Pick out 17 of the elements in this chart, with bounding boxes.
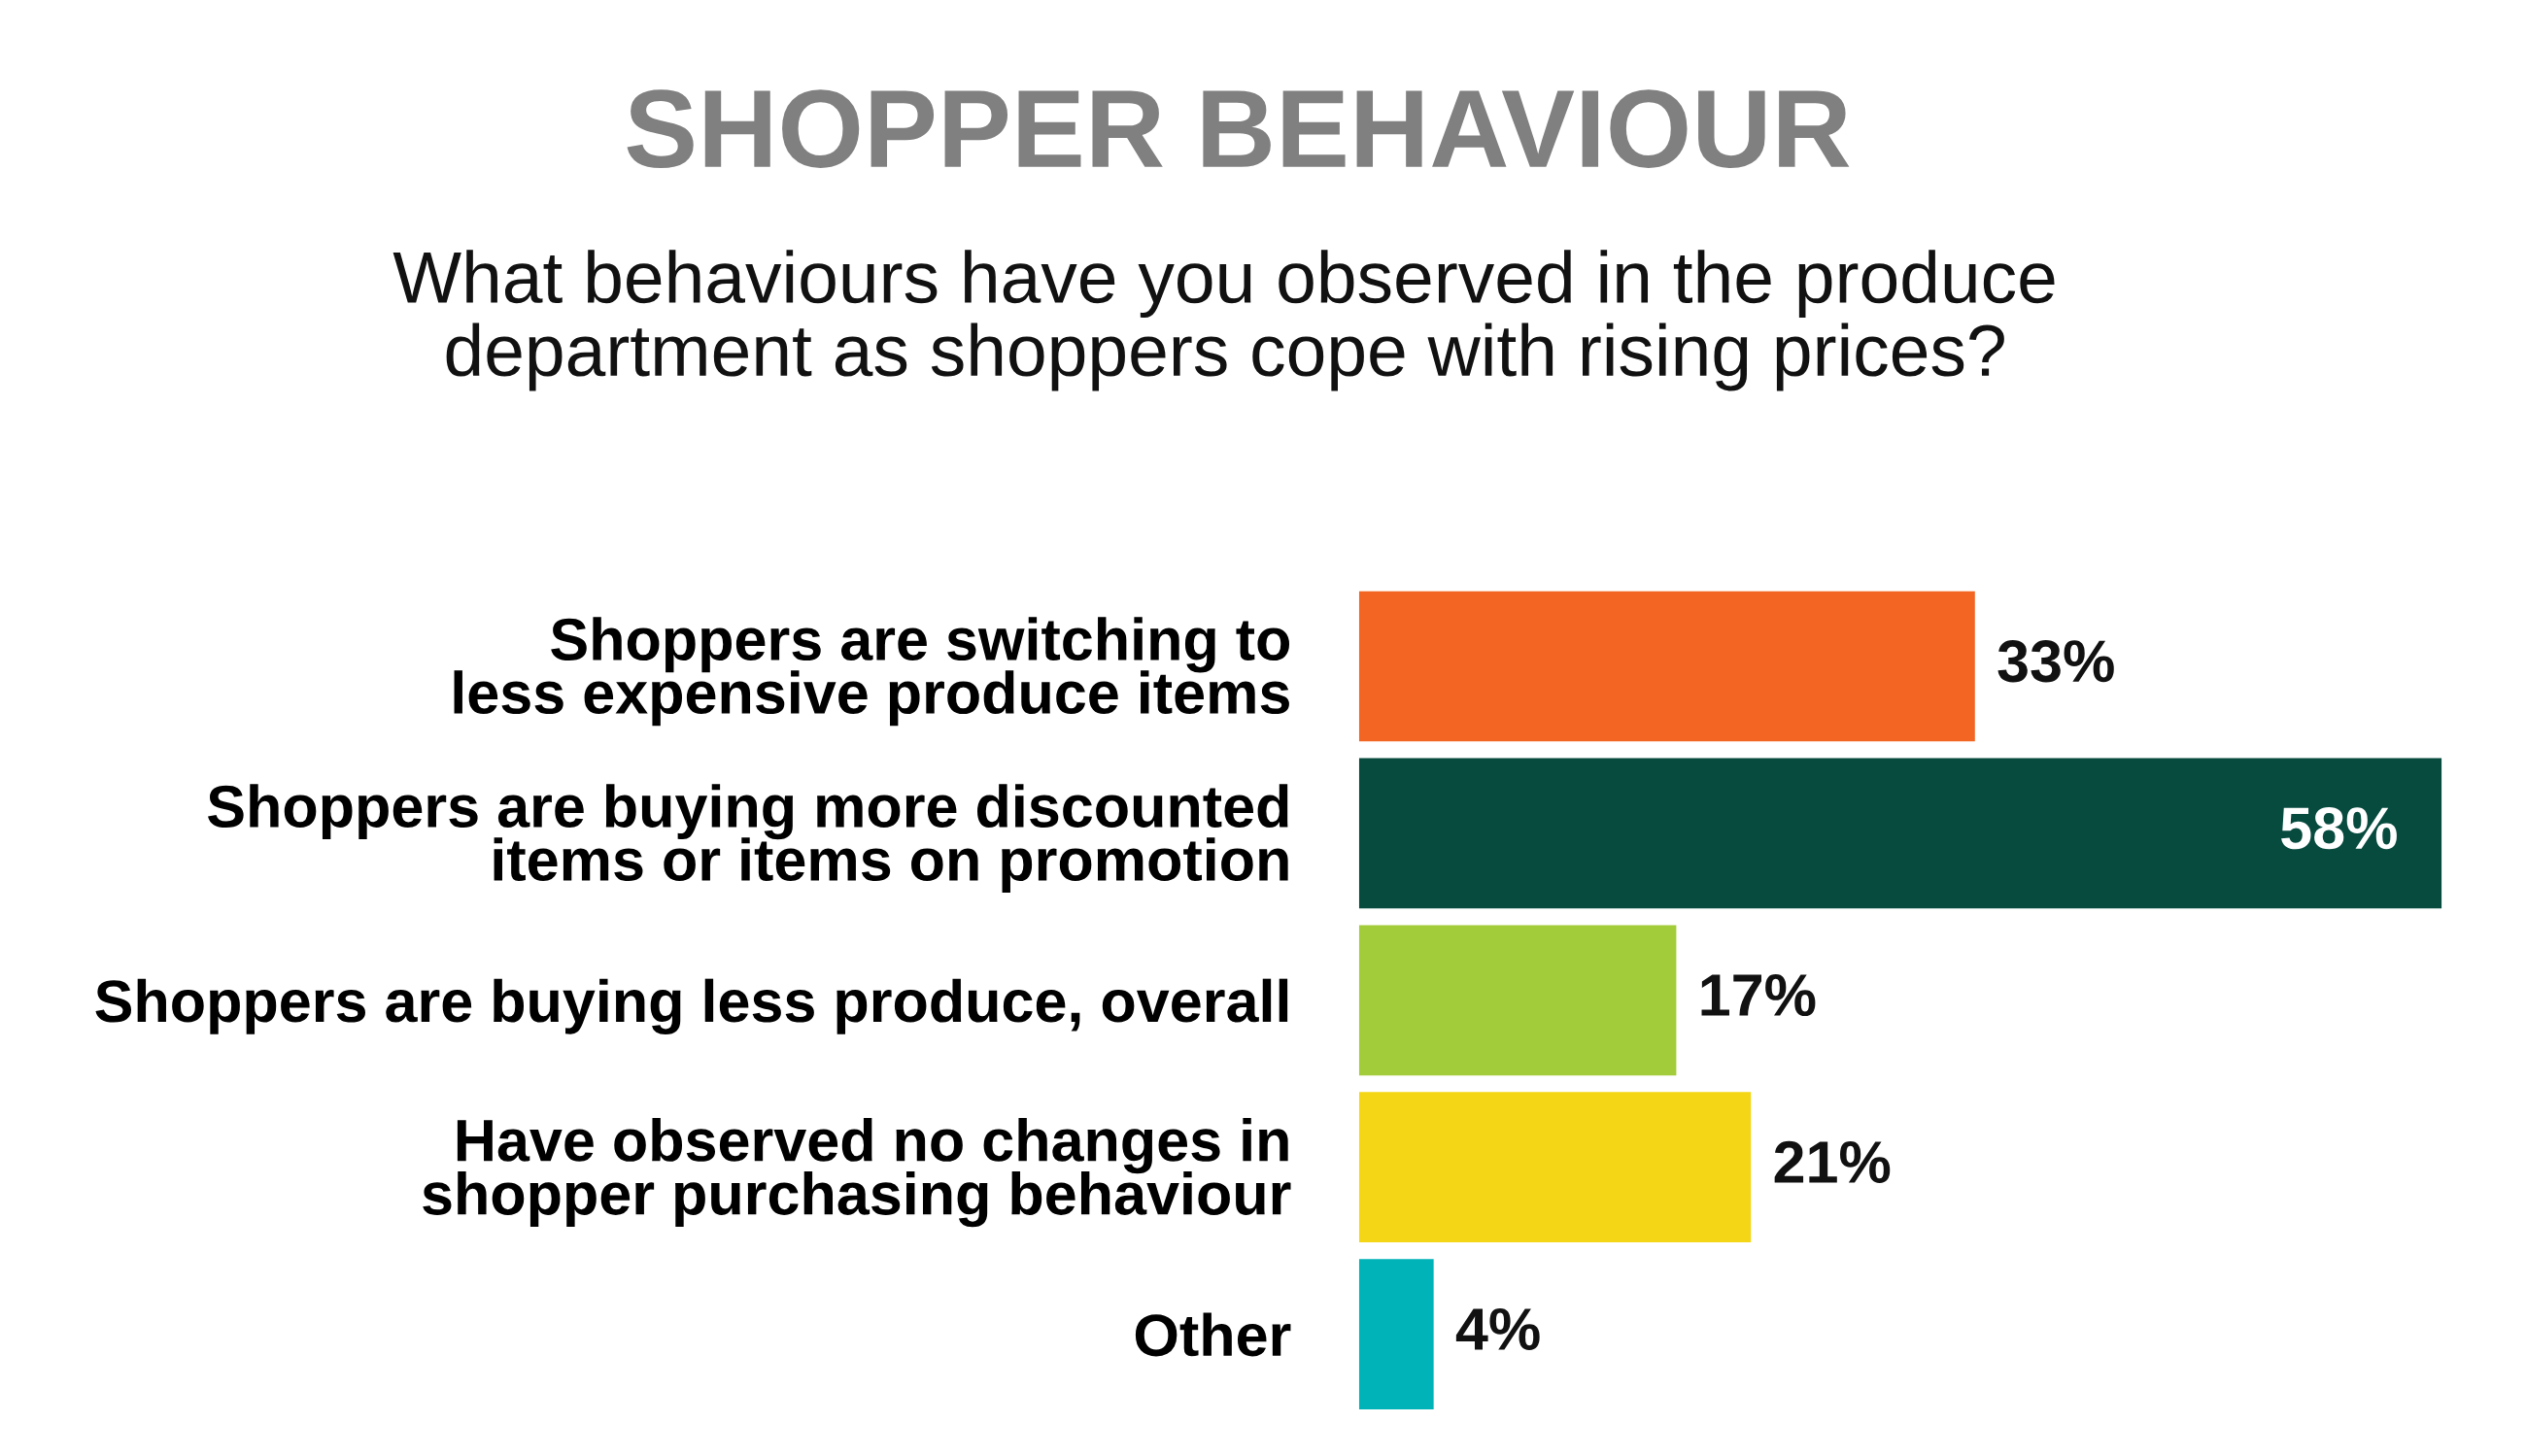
data-label: 33% [1997, 640, 2114, 683]
y-tick-label: Shoppers are buying more discounted items or items on promotion [208, 784, 1288, 894]
y-tick-label: Shoppers are buying less produce, overall [95, 978, 1288, 1034]
chart-subtitle: What behaviours have you observed in the produce department as shoppers cope with rising prices? [393, 250, 2055, 391]
data-label: 17% [1701, 974, 1816, 1017]
bar [1358, 1259, 1434, 1410]
data-label: 58% [2281, 807, 2397, 850]
data-label: 4% [1455, 1307, 1540, 1350]
y-tick-label: Shoppers are switching to less expensive produce items [454, 617, 1290, 727]
bar [1358, 591, 1975, 742]
bar [1358, 1092, 1752, 1243]
bar [1358, 758, 2442, 909]
y-tick-label: Other [1135, 1312, 1291, 1357]
chart-title: SHOPPER BEHAVIOUR [627, 89, 1850, 168]
y-tick-label: Have observed no changes in shopper purchasing behaviour [423, 1117, 1291, 1228]
data-label: 21% [1774, 1140, 1891, 1184]
bar [1358, 925, 1677, 1076]
